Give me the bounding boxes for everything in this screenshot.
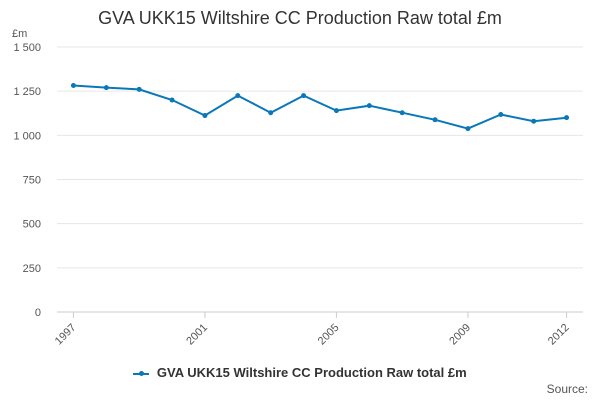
y-tick-label: 750 [23,175,41,187]
data-point [169,97,175,103]
legend-series-symbol [133,369,150,379]
y-axis-unit-label: £m [12,28,27,40]
x-tick-label: 2009 [447,322,473,348]
data-point [564,115,570,121]
data-point [465,126,471,132]
source-label: Source: [546,382,588,396]
data-point [268,110,274,116]
y-tick-label: 1 500 [13,42,41,54]
x-tick-label: 2001 [184,322,210,348]
data-point [301,93,307,99]
data-point [366,103,372,109]
y-tick-label: 1 250 [13,86,41,98]
y-axis-ticks: 0 250 500 750 1 000 1 250 1 500 [13,42,41,319]
data-point [333,108,339,114]
y-tick-label: 0 [35,307,41,319]
series-layer [70,83,570,132]
x-tick-label: 2005 [316,322,342,348]
data-point [136,86,142,92]
legend[interactable]: GVA UKK15 Wiltshire CC Production Raw to… [0,365,600,380]
data-point [70,83,76,89]
data-point [103,85,109,91]
y-tick-label: 500 [23,219,41,231]
legend-series-label: GVA UKK15 Wiltshire CC Production Raw to… [156,365,467,380]
data-point [531,118,537,124]
data-point [235,93,241,99]
data-point [498,111,504,117]
data-point [399,110,405,116]
gridlines [57,46,583,313]
series-line [73,84,567,130]
data-point [202,113,208,119]
y-tick-label: 250 [23,263,41,275]
chart-title: GVA UKK15 Wiltshire CC Production Raw to… [98,8,502,28]
y-tick-label: 1 000 [13,130,41,142]
x-tick-label: 1997 [53,322,79,348]
data-point [432,117,438,123]
x-tick-label: 2012 [546,322,572,348]
x-axis: 1997 2001 2005 2009 2012 [53,312,572,347]
